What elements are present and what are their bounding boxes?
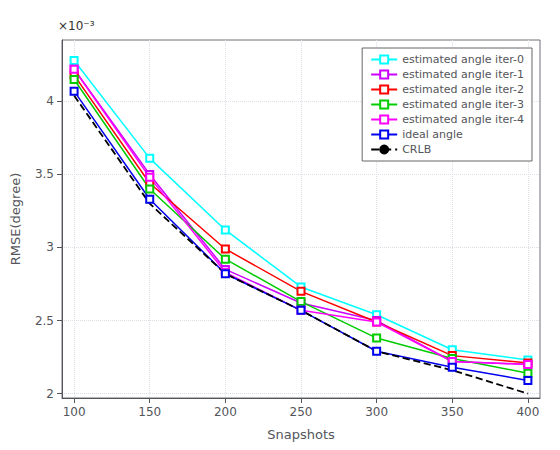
svg-text:250: 250 <box>290 405 313 419</box>
svg-text:100: 100 <box>63 405 86 419</box>
svg-text:400: 400 <box>516 405 539 419</box>
svg-text:350: 350 <box>441 405 464 419</box>
svg-text:150: 150 <box>138 405 161 419</box>
svg-text:2: 2 <box>46 387 54 401</box>
svg-text:Snapshots: Snapshots <box>267 427 335 442</box>
svg-text:4: 4 <box>46 94 54 108</box>
svg-text:estimated angle iter-4: estimated angle iter-4 <box>402 113 524 126</box>
svg-text:estimated angle iter-3: estimated angle iter-3 <box>402 98 524 111</box>
svg-text:300: 300 <box>365 405 388 419</box>
svg-text:2.5: 2.5 <box>35 314 54 328</box>
svg-text:estimated angle iter-2: estimated angle iter-2 <box>402 83 524 96</box>
svg-text:CRLB: CRLB <box>402 143 431 156</box>
svg-text:3.5: 3.5 <box>35 167 54 181</box>
svg-text:estimated angle iter-1: estimated angle iter-1 <box>402 68 524 81</box>
svg-text:estimated angle iter-0: estimated angle iter-0 <box>402 53 524 66</box>
svg-text:ideal angle: ideal angle <box>402 128 463 141</box>
svg-text:RMSE(degree): RMSE(degree) <box>8 173 23 265</box>
svg-text:3: 3 <box>46 240 54 254</box>
svg-text:200: 200 <box>214 405 237 419</box>
svg-text:×10⁻³: ×10⁻³ <box>58 19 95 33</box>
